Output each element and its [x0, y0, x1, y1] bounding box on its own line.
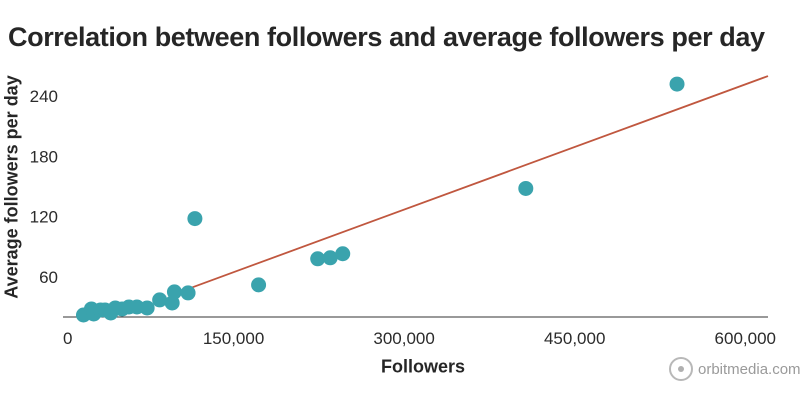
- data-point: [152, 292, 168, 308]
- x-tick-label: 0: [63, 329, 72, 348]
- data-point: [166, 284, 182, 300]
- watermark: orbitmedia.com: [669, 357, 800, 381]
- y-tick-label: 180: [30, 147, 58, 166]
- x-tick-label: 600,000: [715, 329, 776, 348]
- y-tick-label: 240: [30, 87, 58, 106]
- chart-title: Correlation between followers and averag…: [8, 22, 765, 52]
- data-point: [310, 251, 326, 267]
- y-tick-label: 60: [39, 268, 58, 287]
- data-point: [139, 300, 155, 316]
- data-point: [180, 285, 196, 301]
- x-tick-label: 450,000: [544, 329, 605, 348]
- data-point: [322, 250, 338, 266]
- watermark-text: orbitmedia.com: [698, 360, 800, 378]
- data-point: [669, 76, 685, 92]
- data-point: [187, 211, 203, 227]
- orbit-logo-icon: [669, 357, 693, 381]
- data-point: [335, 246, 351, 262]
- x-axis-label: Followers: [380, 356, 466, 377]
- x-tick-label: 150,000: [203, 329, 264, 348]
- trendline: [174, 75, 769, 295]
- data-point: [251, 277, 267, 293]
- data-point: [518, 180, 534, 196]
- x-tick-label: 300,000: [373, 329, 434, 348]
- y-tick-label: 120: [30, 208, 58, 227]
